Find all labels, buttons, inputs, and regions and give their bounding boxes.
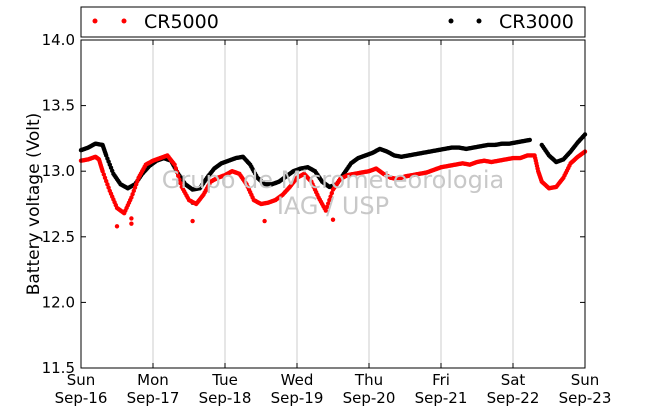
data-point: [328, 194, 333, 199]
watermark: Grupo de Micrometeorologia IAG / USP: [162, 166, 504, 220]
y-tick-label: 13.5: [42, 97, 75, 115]
watermark-line-2: IAG / USP: [277, 192, 389, 220]
y-axis-title: Battery voltage (Volt): [24, 113, 44, 296]
data-point: [173, 166, 178, 171]
x-tick-label-day: Sun: [571, 371, 600, 389]
data-point: [172, 162, 177, 167]
data-point: [176, 173, 181, 178]
axes: SunSep-16MonSep-17TueSep-18WedSep-19ThuS…: [42, 31, 612, 407]
x-tick-label-day: Wed: [281, 371, 314, 389]
data-point-outlier: [129, 221, 134, 226]
y-tick-label: 11.5: [42, 359, 75, 377]
data-point-outlier: [330, 217, 336, 222]
legend-marker-cr5000-b: [121, 18, 127, 24]
x-tick-label-day: Thu: [354, 371, 383, 389]
legend: CR5000 CR3000: [80, 6, 586, 38]
data-point: [177, 177, 182, 182]
x-tick-label-date: Sep-18: [199, 389, 252, 407]
x-tick-label-date: Sep-23: [559, 389, 612, 407]
y-tick-label: 13.0: [42, 162, 75, 180]
data-point: [178, 181, 183, 186]
x-tick-label-date: Sep-21: [415, 389, 468, 407]
data-point: [527, 137, 532, 143]
grid-lines: [152, 40, 514, 368]
x-tick-label-day: Mon: [137, 371, 169, 389]
series-cr5000: [78, 149, 588, 229]
x-tick-label-date: Sep-20: [343, 389, 396, 407]
x-tick-label-day: Tue: [211, 371, 238, 389]
data-point-outlier: [190, 218, 195, 224]
data-point: [326, 201, 331, 206]
data-point-outlier: [129, 216, 134, 221]
plot-frame: [80, 39, 586, 369]
data-points: [78, 132, 588, 229]
x-tick-label-date: Sep-16: [55, 389, 108, 407]
y-tick-label: 12.5: [42, 228, 75, 246]
legend-label-cr5000: CR5000: [144, 11, 219, 33]
watermark-line-1: Grupo de Micrometeorologia: [162, 166, 504, 194]
legend-marker-cr3000-b: [476, 18, 482, 24]
data-point-outlier: [262, 218, 267, 224]
data-point: [327, 197, 332, 203]
legend-box: [80, 6, 586, 38]
data-point: [174, 169, 180, 175]
y-tick-label: 14.0: [42, 31, 75, 49]
legend-marker-cr5000-a: [92, 18, 98, 24]
data-point: [329, 190, 334, 196]
data-point: [323, 208, 328, 213]
x-tick-label-day: Sun: [67, 371, 96, 389]
x-tick-label-date: Sep-19: [271, 389, 324, 407]
y-tick-label: 12.0: [42, 293, 75, 311]
x-tick-label-date: Sep-17: [127, 389, 180, 407]
data-point-outlier: [114, 224, 120, 229]
legend-marker-cr3000-a: [448, 18, 454, 24]
x-tick-label-day: Fri: [432, 371, 450, 389]
x-tick-label-date: Sep-22: [487, 389, 540, 407]
legend-label-cr3000: CR3000: [499, 11, 574, 33]
x-tick-label-day: Sat: [501, 371, 526, 389]
data-point: [324, 204, 330, 210]
